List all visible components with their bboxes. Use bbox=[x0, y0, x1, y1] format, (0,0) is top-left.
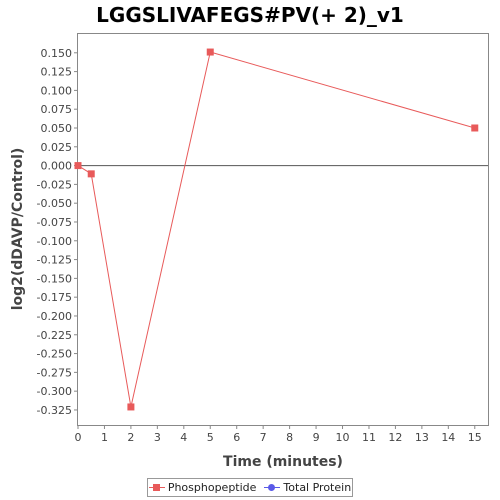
y-tick-label: -0.075 bbox=[37, 216, 72, 229]
data-point-phosphopeptide bbox=[74, 162, 82, 170]
x-tick-label: 7 bbox=[260, 431, 267, 444]
x-tick-label: 3 bbox=[154, 431, 161, 444]
y-tick-label: 0.025 bbox=[41, 141, 73, 154]
y-axis-label: log2(dDAVP/Control) bbox=[10, 148, 26, 311]
y-tick-label: -0.300 bbox=[37, 385, 72, 398]
legend-circle-marker-icon bbox=[264, 483, 281, 493]
x-axis-label: Time (minutes) bbox=[223, 454, 343, 470]
x-tick-label: 5 bbox=[207, 431, 214, 444]
y-tick-label: 0.050 bbox=[41, 122, 73, 135]
y-tick-label: -0.100 bbox=[37, 235, 72, 248]
legend: Phosphopeptide Total Protein bbox=[147, 478, 353, 497]
x-tick-label: 0 bbox=[75, 431, 82, 444]
legend-label-phosphopeptide: Phosphopeptide bbox=[167, 481, 257, 494]
y-tick-label: 0.075 bbox=[41, 103, 73, 116]
legend-item-phosphopeptide: Phosphopeptide bbox=[148, 481, 257, 494]
y-tick-label: 0.150 bbox=[41, 47, 73, 60]
y-tick-label: 0.125 bbox=[41, 66, 73, 79]
y-tick-label: -0.175 bbox=[37, 291, 72, 304]
x-tick-label: 14 bbox=[441, 431, 455, 444]
x-tick-label: 12 bbox=[388, 431, 402, 444]
y-tick-label: -0.125 bbox=[37, 254, 72, 267]
data-point-phosphopeptide bbox=[127, 403, 135, 411]
y-tick-label: -0.225 bbox=[37, 329, 72, 342]
x-tick-label: 6 bbox=[233, 431, 240, 444]
legend-square-marker-icon bbox=[148, 483, 165, 493]
chart-title: LGGSLIVAFEGS#PV(+ 2)_v1 bbox=[96, 3, 404, 27]
x-tick-label: 8 bbox=[286, 431, 293, 444]
data-point-phosphopeptide bbox=[471, 124, 479, 132]
x-tick-label: 11 bbox=[362, 431, 376, 444]
y-tick-label: -0.150 bbox=[37, 272, 72, 285]
y-tick-label: -0.200 bbox=[37, 310, 72, 323]
y-tick-label: -0.050 bbox=[37, 197, 72, 210]
x-tick-label: 10 bbox=[336, 431, 350, 444]
y-tick-label: -0.025 bbox=[37, 178, 72, 191]
y-tick-label: -0.250 bbox=[37, 348, 72, 361]
x-tick-label: 1 bbox=[101, 431, 108, 444]
plot-area bbox=[77, 33, 489, 426]
x-tick-label: 13 bbox=[415, 431, 429, 444]
y-tick-label: -0.275 bbox=[37, 366, 72, 379]
x-tick-label: 4 bbox=[180, 431, 187, 444]
x-tick-label: 15 bbox=[468, 431, 482, 444]
x-tick-label: 9 bbox=[313, 431, 320, 444]
legend-label-total-protein: Total Protein bbox=[283, 481, 352, 494]
y-tick-label: -0.325 bbox=[37, 404, 72, 417]
data-point-phosphopeptide bbox=[206, 48, 214, 56]
x-tick-label: 2 bbox=[127, 431, 134, 444]
y-tick-label: 0.000 bbox=[41, 160, 73, 173]
legend-item-total-protein: Total Protein bbox=[264, 481, 351, 494]
data-point-phosphopeptide bbox=[87, 170, 95, 178]
y-tick-label: 0.100 bbox=[41, 84, 73, 97]
